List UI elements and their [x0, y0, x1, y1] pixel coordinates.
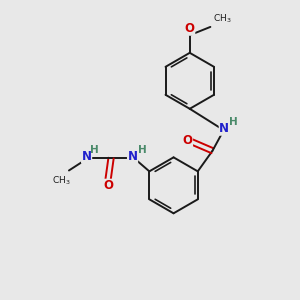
- Text: O: O: [103, 179, 113, 192]
- Text: O: O: [185, 22, 195, 35]
- Text: N: N: [128, 150, 137, 163]
- Text: H: H: [138, 145, 147, 155]
- Text: CH$_3$: CH$_3$: [52, 175, 71, 188]
- Text: H: H: [90, 145, 99, 155]
- Text: O: O: [182, 134, 193, 147]
- Text: N: N: [82, 150, 92, 163]
- Text: CH$_3$: CH$_3$: [213, 12, 231, 25]
- Text: H: H: [229, 117, 238, 127]
- Text: N: N: [219, 122, 229, 135]
